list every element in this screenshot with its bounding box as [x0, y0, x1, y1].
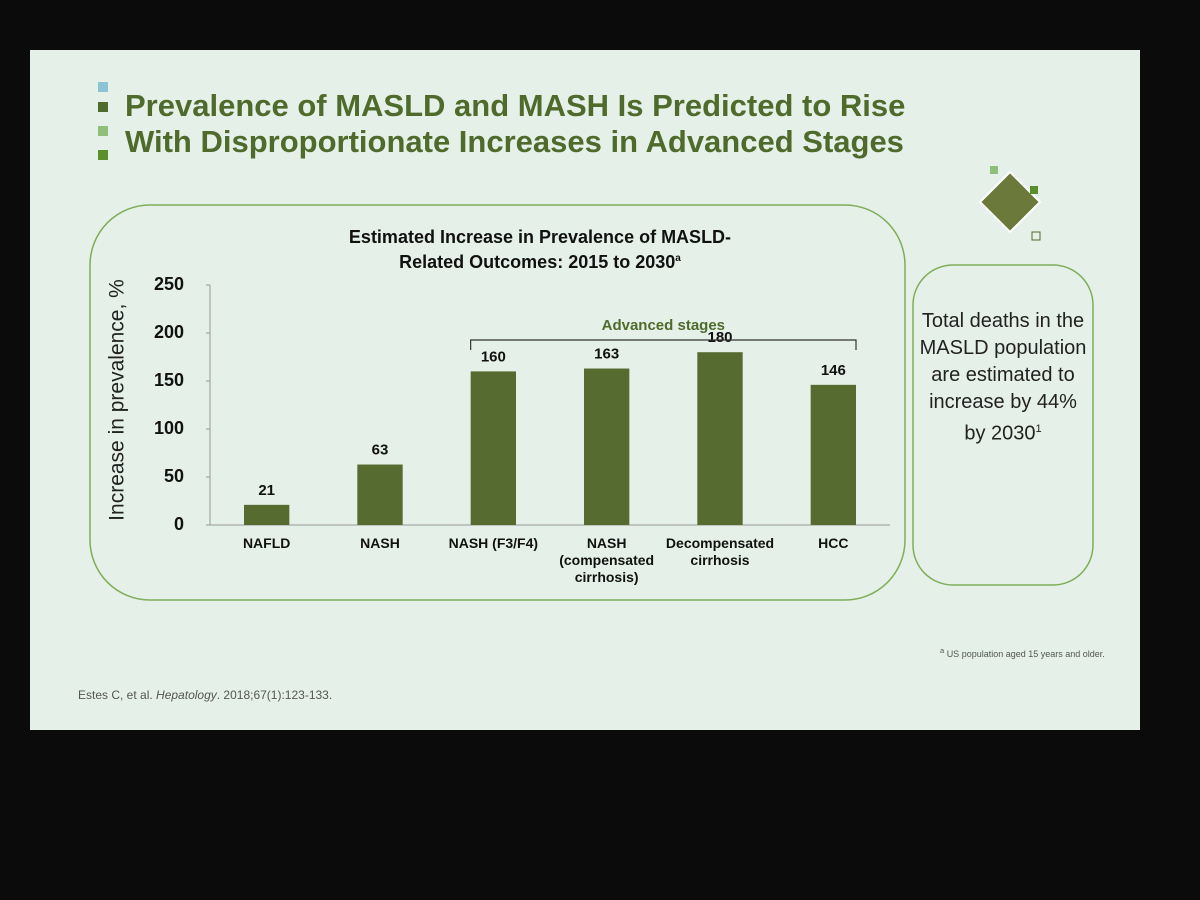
chart-title: Estimated Increase in Prevalence of MASL…: [330, 226, 750, 273]
y-tick-label: 50: [164, 466, 184, 486]
citation-authors: Estes C, et al.: [78, 688, 153, 702]
x-tick-label: Decompensated cirrhosis: [665, 535, 775, 568]
x-tick-label: HCC: [818, 535, 849, 551]
title-note: a: [675, 253, 681, 264]
slide-heading: Prevalence of MASLD and MASH Is Predicte…: [125, 88, 906, 159]
y-tick-label: 0: [174, 514, 184, 534]
y-tick-label: 250: [154, 274, 184, 294]
bar: [244, 504, 290, 525]
value-label: 63: [372, 441, 389, 458]
bar: [357, 464, 403, 525]
callout-text: Total deaths in the MASLD population are…: [919, 310, 1087, 445]
bar: [697, 352, 743, 525]
bullet-square: [98, 126, 108, 136]
footnote-text: US population aged 15 years and older.: [946, 649, 1105, 659]
logo: [978, 166, 1042, 241]
callout-panel: [912, 264, 1094, 586]
footnote-marker: a: [940, 646, 945, 655]
x-tick-label: NASH: [360, 535, 400, 551]
bar: [470, 371, 516, 525]
chart-panel: [89, 204, 906, 601]
y-tick-label: 100: [154, 418, 184, 438]
citation: Estes C, et al. Hepatology. 2018;67(1):1…: [78, 688, 332, 702]
citation-details: . 2018;67(1):123-133.: [216, 688, 333, 702]
bar: [810, 384, 856, 525]
bullet-square: [98, 150, 108, 160]
annotation: Advanced stages: [602, 317, 725, 334]
callout: Total deaths in the MASLD population are…: [918, 308, 1088, 448]
x-tick-label: NAFLD: [242, 535, 291, 551]
value-label: 160: [481, 348, 506, 365]
callout-ref: 1: [1035, 423, 1042, 435]
bar: [584, 368, 630, 525]
y-axis-title: Increase in prevalence, %: [106, 279, 129, 521]
bullet-square: [98, 102, 108, 112]
chart-title-text: Estimated Increase in Prevalence of MASL…: [348, 227, 732, 272]
value-label: 180: [707, 329, 732, 346]
footnote: a US population aged 15 years and older.: [940, 646, 1105, 659]
x-tick-label: NASH (F3/F4): [448, 535, 539, 551]
value-label: 163: [594, 345, 619, 362]
x-tick-label: NASH (compensated cirrhosis): [559, 535, 655, 585]
y-tick-label: 200: [154, 322, 184, 342]
bracket: [470, 339, 857, 350]
y-tick-label: 150: [154, 370, 184, 390]
value-label: 146: [821, 362, 846, 379]
value-label: 21: [258, 482, 275, 499]
citation-journal: Hepatology: [156, 688, 217, 702]
bullet-square: [98, 82, 108, 92]
